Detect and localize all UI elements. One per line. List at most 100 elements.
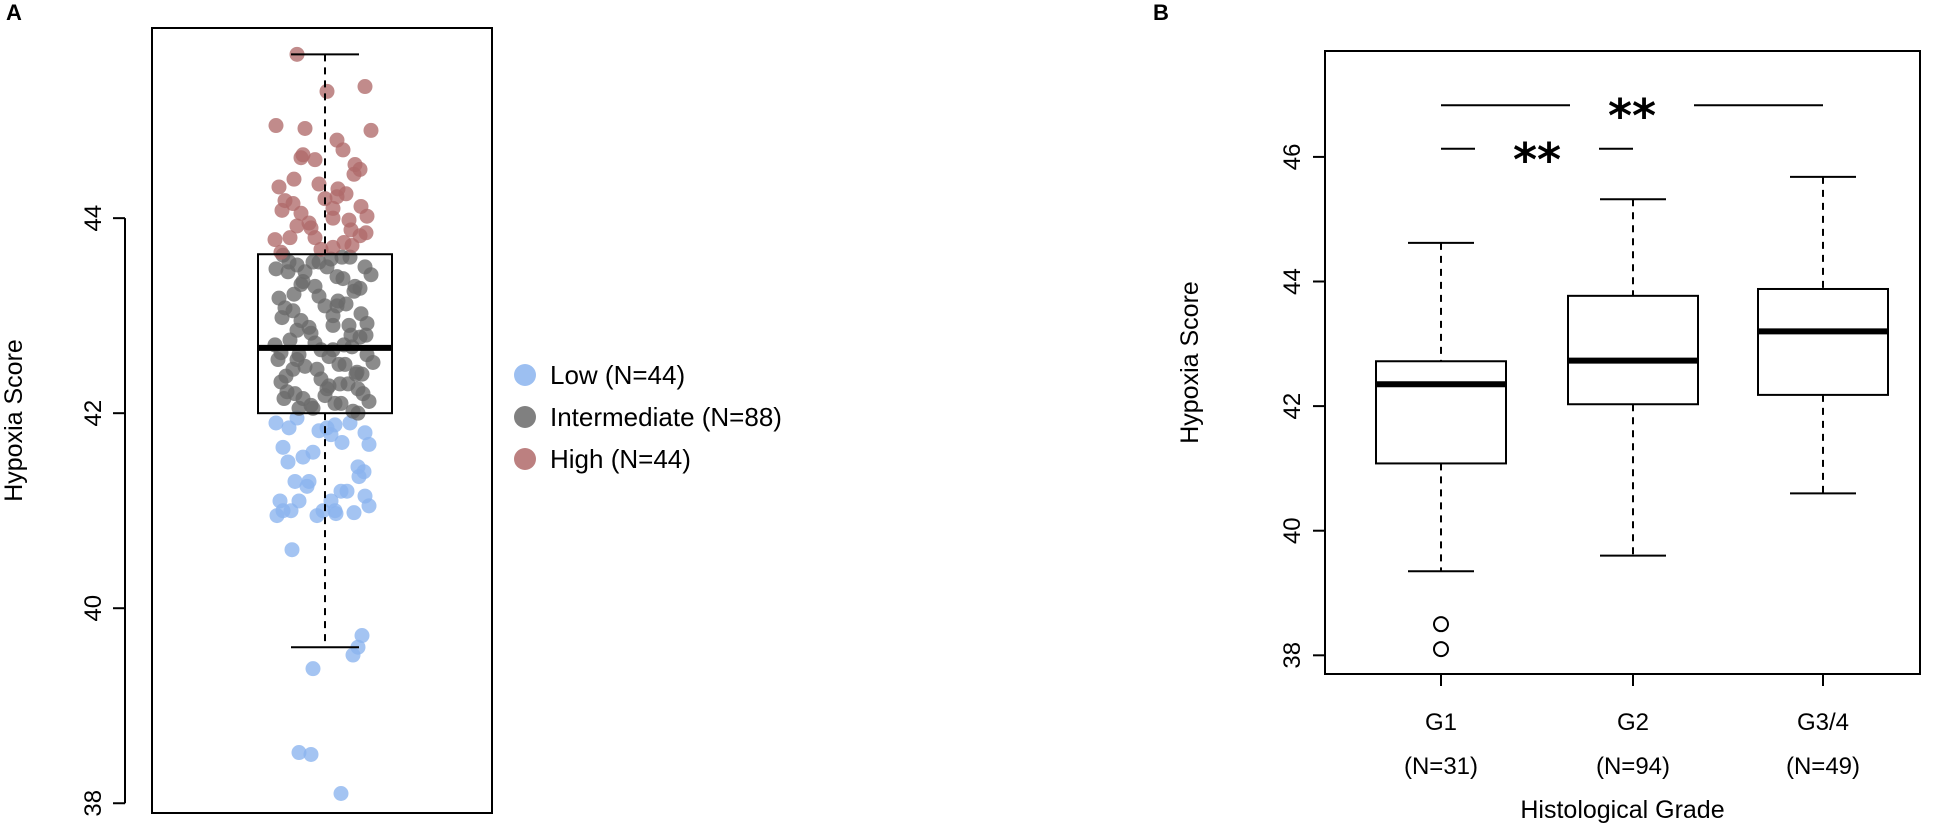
panel-a-point-high <box>297 120 313 136</box>
panel-a-point-high <box>307 152 323 168</box>
panel-a-point-intermediate <box>305 254 321 270</box>
panel-a-point-low <box>268 415 284 431</box>
panel-a-chart: 38 40 42 44 Hypoxia Score Low (N=44) Interme… <box>0 27 782 817</box>
legend-label-low: Low (N=44) <box>550 360 685 390</box>
panel-a-point-high <box>273 244 289 260</box>
panel-a-point-intermediate <box>359 347 375 363</box>
panel-a-point-high <box>330 181 346 197</box>
panel-b-box <box>1757 287 1889 396</box>
panel-a-boxplot <box>257 53 393 649</box>
panel-a-point-high <box>329 132 345 148</box>
panel-b-letter: B <box>1153 0 1169 25</box>
panel-a-point-low <box>328 506 344 522</box>
significance-stars: ** <box>1608 89 1656 143</box>
panel-b-y-axis: 38 40 42 44 46 <box>1279 144 1325 669</box>
panel-a-point-high <box>319 83 335 99</box>
panel-b-x-tick-n-label: (N=94) <box>1596 753 1670 780</box>
panel-a-y-tick-label: 44 <box>80 205 107 232</box>
panel-a-point-intermediate <box>330 293 346 309</box>
panel-a-point-intermediate <box>345 403 361 419</box>
panel-a-point-high <box>277 193 293 209</box>
panel-a-point-low <box>357 425 373 441</box>
panel-a-point-high <box>347 157 363 173</box>
panel-a-point-intermediate <box>350 381 366 397</box>
panel-a-point-low <box>299 478 315 494</box>
panel-a-point-intermediate <box>329 269 345 285</box>
panel-a-letter: A <box>6 0 22 25</box>
panel-b-y-tick-label: 46 <box>1279 144 1306 171</box>
panel-a-point-high <box>286 171 302 187</box>
panel-a-point-intermediate <box>353 306 369 322</box>
panel-a-point-low <box>269 508 285 524</box>
panel-a-point-intermediate <box>358 327 374 343</box>
panel-b-x-tick-label: G3/4 <box>1797 709 1849 736</box>
panel-b-y-tick-label: 44 <box>1279 268 1306 295</box>
panel-a-y-axis: 38 40 42 44 <box>80 205 126 817</box>
panel-a-box <box>257 253 393 415</box>
panel-a-point-high <box>311 176 327 192</box>
panel-a-point-intermediate <box>271 290 287 306</box>
panel-a-point-intermediate <box>291 347 307 363</box>
panel-a-point-low <box>361 436 377 452</box>
panel-b-x-tick-n-label: (N=49) <box>1786 753 1860 780</box>
panel-a-point-intermediate <box>349 364 365 380</box>
panel-a-point-high <box>282 230 298 246</box>
panel-a-points <box>267 46 381 801</box>
legend-marker-low <box>514 364 536 386</box>
panel-a-point-low <box>351 469 367 485</box>
panel-a-point-low <box>305 661 321 677</box>
panel-b-chart: 38 40 42 44 46 Hypoxia Score G1 (N=31) G2 (N=94… <box>1176 50 1921 824</box>
panel-a-point-intermediate <box>357 259 373 275</box>
panel-b-x-axis-label: Histological Grade <box>1520 796 1724 824</box>
panel-a-plot-frame <box>151 27 493 814</box>
panel-a-y-tick-label: 42 <box>80 400 107 427</box>
panel-a-point-high <box>357 79 373 95</box>
panel-a-point-high <box>336 235 352 251</box>
panel-a-point-low <box>333 785 349 801</box>
panel-a-point-low <box>280 454 296 470</box>
panel-a-y-axis-label: Hypoxia Score <box>0 339 28 502</box>
panel-b-x-tick-label: G2 <box>1617 709 1649 736</box>
panel-a-point-high <box>289 218 305 234</box>
panel-b-boxplots <box>1375 175 1889 658</box>
panel-a-point-low <box>346 505 362 521</box>
panel-a-point-intermediate <box>347 278 363 294</box>
legend-marker-intermediate <box>514 406 536 428</box>
panel-a-point-low <box>281 420 297 436</box>
panel-a-point-low <box>284 542 300 558</box>
panel-a-point-high <box>363 122 379 138</box>
panel-b-outlier <box>1433 616 1449 633</box>
legend-label-intermediate: Intermediate (N=88) <box>550 402 782 432</box>
panel-b-outlier <box>1433 641 1449 658</box>
panel-b-plot-frame <box>1324 50 1921 675</box>
panel-a-point-high <box>268 118 284 134</box>
legend-label-high: High (N=44) <box>550 444 691 474</box>
panel-a-point-high <box>267 232 283 248</box>
panel-a-point-intermediate <box>307 278 323 294</box>
panel-a-point-high <box>353 198 369 214</box>
panel-a-point-intermediate <box>332 376 348 392</box>
panel-a-point-low <box>303 746 319 762</box>
panel-b-y-tick-label: 40 <box>1279 517 1306 544</box>
panel-a-point-low <box>287 473 303 489</box>
panel-a-point-low <box>333 483 349 499</box>
legend-marker-high <box>514 448 536 470</box>
panel-b-box <box>1567 294 1699 406</box>
significance-stars: ** <box>1513 133 1561 187</box>
panel-a-point-low <box>291 745 307 761</box>
panel-a-point-high <box>358 225 374 241</box>
panel-b-x-axis: G1 (N=31) G2 (N=94) G3/4 (N=49) <box>1404 674 1860 780</box>
panel-b-x-tick-label: G1 <box>1425 709 1457 736</box>
panel-a-point-high <box>341 212 357 228</box>
panel-a-point-low <box>275 439 291 455</box>
panel-b-y-tick-label: 38 <box>1279 642 1306 669</box>
panel-b-y-tick-label: 42 <box>1279 393 1306 420</box>
panel-a-y-tick-label: 40 <box>80 595 107 622</box>
panel-b-y-axis-label: Hypoxia Score <box>1176 281 1204 444</box>
panel-a-legend: Low (N=44) Intermediate (N=88) High (N=44) <box>514 360 782 474</box>
panel-a-point-low <box>354 628 370 644</box>
panel-a-point-low <box>361 498 377 514</box>
panel-b-x-tick-n-label: (N=31) <box>1404 753 1478 780</box>
panel-b-significance: ** ** <box>1441 89 1823 187</box>
